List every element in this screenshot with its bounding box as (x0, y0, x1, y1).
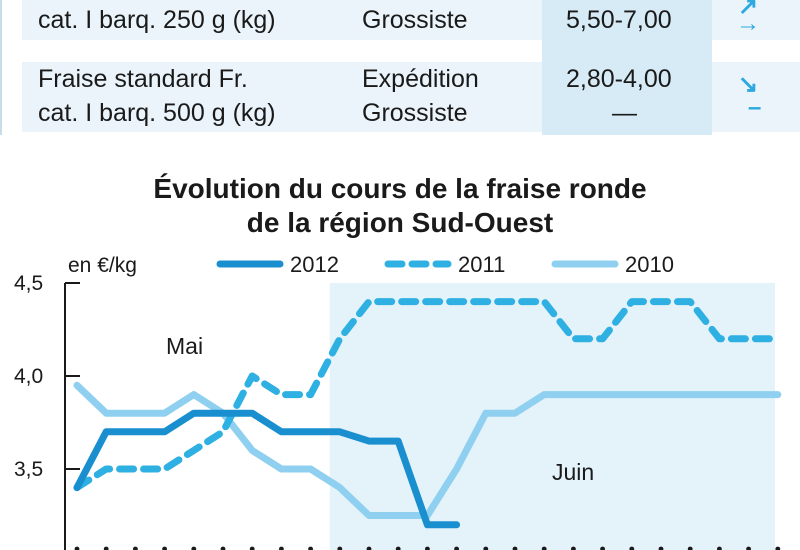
chart-title-line: Évolution du cours de la fraise ronde (153, 173, 647, 204)
x-tick (717, 546, 722, 550)
x-tick (746, 546, 751, 550)
y-tick-label: 3,5 (14, 458, 43, 481)
x-tick (133, 546, 138, 550)
x-tick (571, 546, 576, 550)
price-cell: 5,50-7,00 (566, 6, 672, 34)
x-tick (512, 546, 518, 550)
legend-label: 2012 (290, 252, 339, 277)
chart-title-line: de la région Sud-Ouest (246, 207, 554, 238)
x-tick (366, 546, 372, 550)
x-tick (658, 546, 664, 550)
price-table: cat. I barq. 250 g (kg) Grossiste 5,50-7… (0, 0, 800, 135)
x-tick (220, 546, 226, 550)
series-line-2012 (73, 409, 461, 529)
legend-label: 2011 (458, 252, 505, 277)
y-tick-label: 4,5 (14, 272, 43, 295)
x-tick (162, 546, 167, 550)
product-cell: cat. I barq. 250 g (kg) (38, 6, 276, 34)
x-tick (483, 546, 489, 550)
x-tick (337, 546, 343, 550)
stage-cell: Expédition (362, 65, 479, 93)
x-tick (308, 546, 313, 550)
x-tick (629, 546, 635, 550)
x-tick (454, 546, 459, 550)
x-tick (775, 546, 781, 550)
stage-cell: Grossiste (362, 6, 468, 34)
x-tick (541, 546, 547, 550)
region-label: Juin (552, 459, 594, 485)
price-column (542, 0, 712, 135)
x-tick (600, 546, 605, 550)
right-arrow-icon: → (736, 10, 760, 37)
y-tick-label: 4,0 (14, 365, 43, 388)
x-tick (103, 546, 109, 550)
product-cell: cat. I barq. 500 g (kg) (38, 99, 276, 127)
x-tick (191, 546, 197, 550)
price-cell: — (612, 99, 637, 127)
x-tick (249, 546, 255, 550)
chart-title: Évolution du cours de la fraise ronde de… (0, 172, 800, 240)
june-band (329, 283, 775, 550)
down-right-arrow-icon: ↘ (738, 71, 759, 98)
stable-dash-icon: – (748, 94, 762, 121)
legend-label: 2010 (625, 252, 674, 277)
right-arrow-icon: ↗ (738, 0, 759, 20)
x-tick (74, 546, 80, 550)
region-label: Mai (166, 333, 203, 359)
x-tick (395, 546, 401, 550)
section-gap (0, 135, 800, 150)
x-tick (425, 546, 430, 550)
product-cell: Fraise standard Fr. (38, 65, 248, 93)
y-unit-label: en €/kg (68, 254, 137, 277)
table-left-border (0, 0, 2, 135)
series-line-2011 (73, 298, 782, 492)
price-cell: 2,80-4,00 (566, 65, 672, 93)
x-tick (687, 546, 693, 550)
x-tick (279, 546, 284, 550)
stage-cell: Grossiste (362, 99, 468, 127)
